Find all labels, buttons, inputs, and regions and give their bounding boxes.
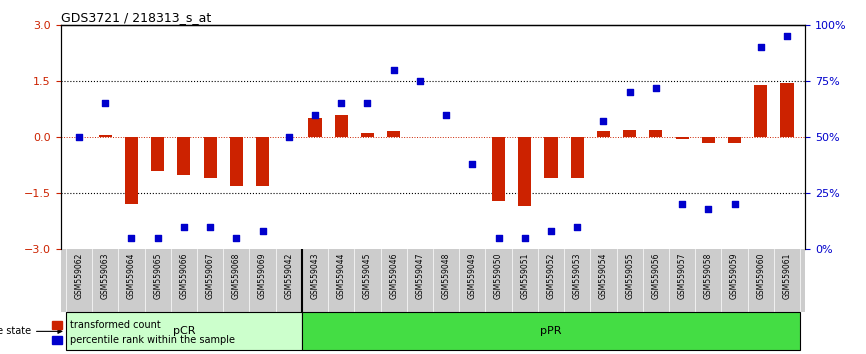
Text: GSM559063: GSM559063	[100, 252, 110, 299]
Bar	[66, 312, 302, 350]
Bar	[492, 137, 505, 201]
Point	[387, 67, 401, 73]
Bar	[701, 137, 715, 143]
Point	[98, 101, 112, 106]
Text: GSM559050: GSM559050	[494, 252, 503, 299]
Point	[518, 235, 532, 241]
Point	[727, 202, 741, 207]
Point	[229, 235, 243, 241]
Text: GSM559047: GSM559047	[416, 252, 424, 299]
Bar	[125, 137, 138, 205]
Text: GSM559043: GSM559043	[311, 252, 320, 299]
Text: GSM559053: GSM559053	[572, 252, 582, 299]
Point	[675, 202, 689, 207]
Point	[360, 101, 374, 106]
Bar	[308, 118, 321, 137]
Text: GSM559064: GSM559064	[127, 252, 136, 299]
Text: GSM559067: GSM559067	[205, 252, 215, 299]
Point	[334, 101, 348, 106]
Bar	[204, 137, 216, 178]
Text: GSM559066: GSM559066	[179, 252, 189, 299]
Text: GSM559054: GSM559054	[599, 252, 608, 299]
Point	[544, 229, 558, 234]
Point	[255, 229, 269, 234]
Bar	[675, 137, 688, 139]
Bar	[256, 137, 269, 186]
Text: disease state: disease state	[0, 326, 61, 336]
Text: GSM559060: GSM559060	[756, 252, 766, 299]
Bar	[571, 137, 584, 178]
Point	[597, 119, 611, 124]
Bar	[229, 137, 242, 186]
Point	[623, 89, 637, 95]
Bar	[518, 137, 532, 206]
Bar	[302, 312, 800, 350]
Point	[701, 206, 715, 212]
Point	[571, 224, 585, 230]
Text: GSM559051: GSM559051	[520, 252, 529, 299]
Bar	[754, 85, 767, 137]
Text: GSM559046: GSM559046	[389, 252, 398, 299]
Point	[125, 235, 139, 241]
Point	[204, 224, 217, 230]
Text: GSM559065: GSM559065	[153, 252, 162, 299]
Point	[465, 161, 479, 167]
Point	[780, 33, 794, 39]
Text: GSM559057: GSM559057	[677, 252, 687, 299]
Point	[492, 235, 506, 241]
Bar	[387, 131, 400, 137]
Text: GSM559042: GSM559042	[284, 252, 294, 299]
Text: GDS3721 / 218313_s_at: GDS3721 / 218313_s_at	[61, 11, 210, 24]
Text: GSM559068: GSM559068	[232, 252, 241, 299]
Text: GSM559049: GSM559049	[468, 252, 477, 299]
Text: GSM559052: GSM559052	[546, 252, 555, 299]
Text: pPR: pPR	[540, 326, 562, 336]
Text: GSM559069: GSM559069	[258, 252, 267, 299]
Text: GSM559044: GSM559044	[337, 252, 346, 299]
Text: GSM559048: GSM559048	[442, 252, 450, 299]
Bar	[178, 137, 191, 175]
Bar	[780, 83, 793, 137]
Text: GSM559056: GSM559056	[651, 252, 661, 299]
Text: pCR: pCR	[172, 326, 195, 336]
Text: GSM559045: GSM559045	[363, 252, 372, 299]
Point	[281, 134, 295, 140]
Bar	[728, 137, 741, 143]
Text: GSM559061: GSM559061	[783, 252, 792, 299]
Text: GSM559062: GSM559062	[74, 252, 83, 299]
Bar	[545, 137, 558, 178]
Point	[413, 78, 427, 84]
Bar	[99, 135, 112, 137]
Legend: transformed count, percentile rank within the sample: transformed count, percentile rank withi…	[48, 316, 238, 349]
Bar	[361, 133, 374, 137]
Point	[72, 134, 86, 140]
Text: GSM559058: GSM559058	[704, 252, 713, 299]
Point	[177, 224, 191, 230]
Text: GSM559055: GSM559055	[625, 252, 634, 299]
Bar	[650, 130, 662, 137]
Bar	[334, 115, 348, 137]
Point	[649, 85, 662, 91]
Bar	[597, 131, 610, 137]
Point	[439, 112, 453, 118]
Point	[754, 44, 768, 50]
Point	[308, 112, 322, 118]
Text: GSM559059: GSM559059	[730, 252, 739, 299]
Bar	[151, 137, 165, 171]
Bar	[624, 130, 637, 137]
Point	[151, 235, 165, 241]
